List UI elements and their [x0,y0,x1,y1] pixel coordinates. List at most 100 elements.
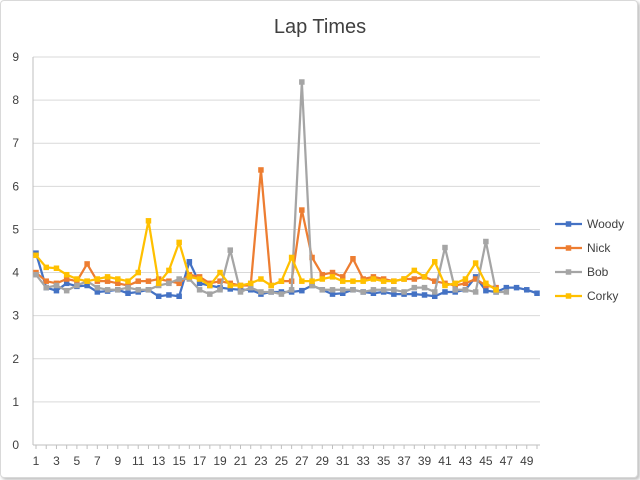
data-point-woody [534,290,540,296]
x-tick-label: 13 [152,454,166,468]
data-point-bob [217,287,223,293]
data-point-bob [483,238,489,245]
data-point-bob [247,284,254,291]
data-point-woody [63,280,70,287]
data-point-corky [135,269,141,276]
data-point-corky [176,239,182,246]
data-point-woody [196,280,203,287]
data-point-corky [432,259,438,265]
data-point-woody [186,259,193,265]
gridlines [32,56,540,446]
x-tick-label: 27 [295,454,309,468]
data-point-corky [53,265,60,271]
data-point-nick [350,256,356,262]
data-point-corky [391,278,397,284]
data-point-corky [115,276,121,282]
data-point-bob [380,287,387,293]
data-point-bob [104,287,111,293]
x-tick-label: 45 [479,454,493,468]
data-point-corky [166,267,172,274]
data-point-corky [247,280,254,287]
data-point-nick [299,207,305,213]
data-point-nick [104,278,111,284]
data-point-corky [339,278,346,284]
data-point-nick [329,269,336,276]
data-point-corky [186,274,193,280]
data-point-bob [432,289,438,295]
data-point-woody [155,293,162,300]
data-point-woody [329,291,336,297]
data-point-bob [94,284,101,291]
data-point-nick [339,274,346,280]
data-point-bob [370,287,377,293]
legend-swatch-marker [565,221,572,227]
data-point-bob [329,287,336,293]
data-point-bob [421,284,428,291]
legend-swatch-marker [565,293,572,299]
data-point-bob [288,287,295,293]
series-lines [33,79,540,300]
data-point-bob [207,291,213,297]
data-point-corky [452,280,458,287]
data-point-bob [350,287,356,293]
series-bob [33,79,510,297]
data-point-bob [472,289,479,295]
data-point-corky [350,278,356,284]
data-point-bob [503,289,510,295]
x-tick-label: 33 [357,454,371,468]
data-point-woody [94,289,101,295]
data-point-nick [115,280,121,287]
data-point-woody [227,286,234,292]
data-point-nick [135,278,141,284]
data-point-bob [339,287,346,293]
y-tick-label: 2 [12,352,19,366]
data-point-woody [84,282,90,289]
data-point-bob [166,280,172,287]
data-point-bob [309,282,315,289]
y-tick-label: 5 [12,222,19,236]
data-point-bob [176,276,182,282]
data-point-corky [207,282,213,289]
x-tick-label: 29 [316,454,330,468]
data-point-corky [329,274,336,280]
data-point-nick [176,280,182,287]
x-tick-label: 35 [377,454,391,468]
data-point-bob [452,287,458,293]
legend-swatch-marker [565,269,572,275]
y-tick-label: 0 [12,438,19,452]
data-point-corky [288,254,295,261]
data-point-corky [462,276,469,282]
data-point-nick [145,278,152,284]
data-point-corky [125,278,131,284]
data-point-woody [524,287,530,293]
data-point-corky [237,282,244,289]
x-tick-label: 21 [234,454,248,468]
data-point-bob [411,284,418,291]
x-tick-label: 47 [500,454,514,468]
data-point-corky [493,287,499,293]
data-point-bob [268,289,274,295]
data-point-woody [125,290,131,296]
data-point-corky [483,280,489,287]
data-point-bob [33,271,39,278]
data-point-bob [53,282,60,289]
data-point-corky [94,276,101,282]
x-tick-label: 15 [172,454,186,468]
data-point-nick [472,276,479,282]
data-point-nick [43,278,49,284]
data-point-bob [135,287,141,293]
data-point-corky [360,278,366,284]
data-point-corky [411,267,418,274]
data-point-bob [43,284,49,291]
x-tick-label: 23 [254,454,268,468]
data-point-corky [43,264,49,271]
data-point-bob [145,287,152,293]
data-point-woody [391,291,397,297]
data-point-woody [166,292,172,298]
data-point-corky [74,276,80,282]
data-point-bob [63,287,70,294]
data-point-bob [196,287,203,293]
x-tick-label: 7 [94,454,101,468]
x-tick-label: 9 [114,454,121,468]
data-point-woody [53,287,60,294]
